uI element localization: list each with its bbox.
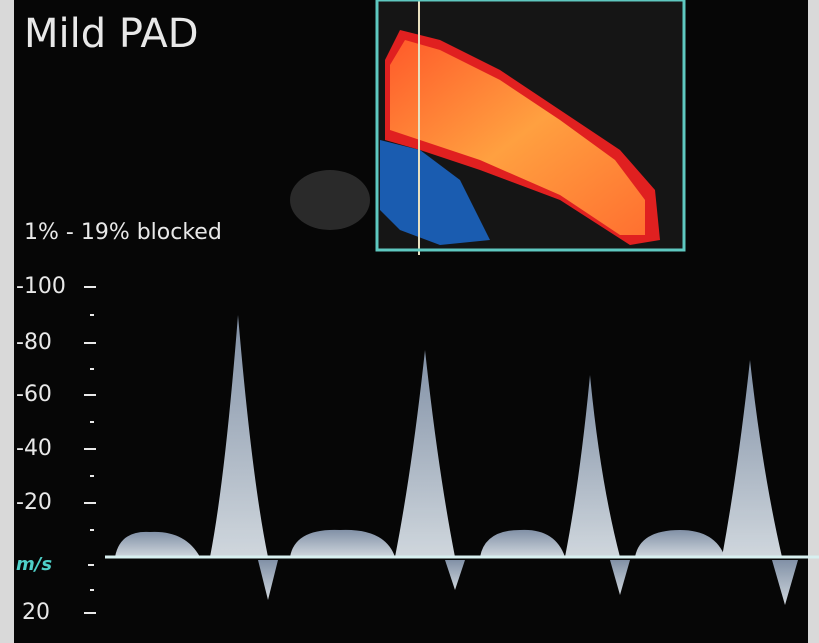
caption: 1% - 19% blocked bbox=[24, 220, 222, 245]
title: Mild PAD bbox=[24, 11, 199, 57]
page: Mild PAD 1% - 19% blocked -100 -80 -60 -40 -… bbox=[0, 0, 819, 643]
scale-label: -20 bbox=[16, 490, 52, 515]
scale-label: -100 bbox=[16, 274, 66, 299]
scale-label: -40 bbox=[16, 436, 52, 461]
scale-label: -80 bbox=[16, 330, 52, 355]
color-doppler-box bbox=[377, 0, 684, 255]
scale-label: m/s bbox=[16, 554, 52, 575]
tissue-speckle bbox=[290, 170, 370, 230]
scale-label: 20 bbox=[22, 600, 50, 625]
ultrasound-image: Mild PAD 1% - 19% blocked -100 -80 -60 -40 -… bbox=[0, 0, 819, 643]
scale-label: -60 bbox=[16, 382, 52, 407]
